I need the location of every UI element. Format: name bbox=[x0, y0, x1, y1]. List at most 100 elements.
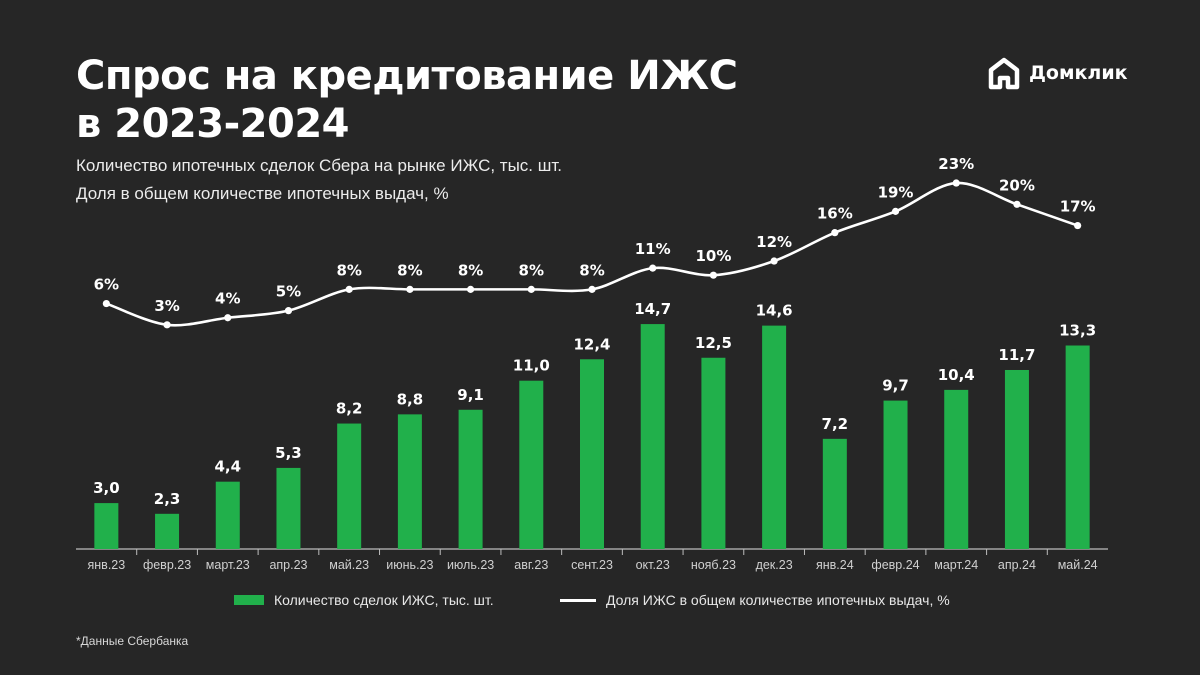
domclick-logo: Домклик bbox=[987, 56, 1128, 90]
chart-title-line1: Спрос на кредитование ИЖС bbox=[76, 53, 738, 99]
x-tick-label: авг.23 bbox=[514, 558, 548, 572]
line-point bbox=[588, 285, 596, 293]
line-value-label: 17% bbox=[1060, 198, 1096, 216]
line-point bbox=[224, 314, 232, 322]
bar-value-label: 8,8 bbox=[397, 390, 424, 408]
x-tick-label: февр.23 bbox=[143, 558, 191, 572]
line-value-label: 8% bbox=[458, 261, 483, 279]
x-tick-label: июнь.23 bbox=[386, 558, 433, 572]
x-tick-label: апр.23 bbox=[269, 558, 307, 572]
x-tick-label: янв.23 bbox=[88, 558, 126, 572]
bar-value-label: 11,0 bbox=[513, 357, 550, 375]
x-tick-label: янв.24 bbox=[816, 558, 854, 572]
bar-value-label: 5,3 bbox=[275, 444, 302, 462]
legend-line-swatch bbox=[560, 598, 596, 602]
chart-subtitle: Количество ипотечных сделок Сбера на рын… bbox=[76, 152, 562, 208]
bar bbox=[1004, 369, 1029, 549]
line-point bbox=[527, 285, 535, 293]
line-value-label: 20% bbox=[999, 176, 1035, 194]
bar-value-label: 9,7 bbox=[882, 377, 909, 395]
line-value-label: 8% bbox=[397, 261, 422, 279]
subtitle-line: Доля в общем количестве ипотечных выдач,… bbox=[76, 184, 449, 203]
bar bbox=[1065, 345, 1090, 549]
line-value-label: 23% bbox=[938, 155, 974, 173]
bar bbox=[762, 325, 787, 549]
x-tick-label: апр.24 bbox=[998, 558, 1036, 572]
bar-value-label: 2,3 bbox=[154, 490, 181, 508]
line-point bbox=[649, 264, 657, 272]
line-value-label: 8% bbox=[579, 261, 604, 279]
bar bbox=[276, 467, 301, 549]
legend-item-bars: Количество сделок ИЖС, тыс. шт. bbox=[234, 592, 494, 608]
bar bbox=[155, 513, 180, 549]
bar-value-label: 9,1 bbox=[457, 386, 484, 404]
data-labels: 3,0 2,3 4,4 5,3 8,2 8,8 9,1 11,0 12,4 14,7 12,5 14,… bbox=[93, 155, 1096, 508]
bar-value-label: 13,3 bbox=[1059, 322, 1096, 340]
bar-value-label: 14,6 bbox=[756, 302, 793, 320]
x-tick-label: окт.23 bbox=[636, 558, 670, 572]
line-value-label: 16% bbox=[817, 205, 853, 223]
x-tick-label: июль.23 bbox=[447, 558, 494, 572]
x-tick-label: май.24 bbox=[1058, 558, 1098, 572]
bar-value-label: 11,7 bbox=[998, 346, 1035, 364]
house-logo-icon bbox=[988, 57, 1020, 90]
bar bbox=[883, 400, 908, 549]
line-value-label: 8% bbox=[519, 261, 544, 279]
legend-item-line: Доля ИЖС в общем количестве ипотечных вы… bbox=[560, 592, 950, 608]
line-point bbox=[831, 229, 839, 237]
footnote: *Данные Сбербанка bbox=[76, 634, 189, 648]
x-tick-label: май.23 bbox=[329, 558, 369, 572]
bar bbox=[822, 438, 847, 549]
bar-series bbox=[94, 324, 1090, 549]
line-point bbox=[1013, 200, 1021, 208]
line-point bbox=[102, 299, 110, 308]
line-series bbox=[102, 179, 1082, 329]
bar-value-label: 8,2 bbox=[336, 400, 363, 418]
line-point bbox=[163, 321, 171, 329]
bar bbox=[519, 380, 544, 549]
chart-title-line2: в 2023-2024 bbox=[76, 101, 350, 147]
line-value-label: 11% bbox=[635, 240, 671, 258]
line-value-label: 6% bbox=[94, 276, 119, 294]
line-value-label: 4% bbox=[215, 290, 240, 308]
line-point bbox=[952, 179, 960, 187]
line-point bbox=[406, 285, 414, 293]
bar-value-label: 7,2 bbox=[822, 415, 849, 433]
share-line bbox=[105, 181, 1079, 327]
chart-title: Спрос на кредитование ИЖС в 2023-2024 bbox=[76, 52, 796, 148]
line-value-label: 5% bbox=[276, 283, 301, 301]
line-value-label: 12% bbox=[756, 233, 792, 251]
legend-bar-label: Количество сделок ИЖС, тыс. шт. bbox=[274, 592, 494, 608]
bar bbox=[337, 423, 362, 549]
x-tick-label: сент.23 bbox=[571, 558, 613, 572]
bar bbox=[580, 359, 604, 549]
line-point bbox=[284, 307, 293, 315]
bar-value-label: 4,4 bbox=[214, 458, 241, 476]
bar bbox=[94, 503, 119, 549]
bar bbox=[640, 324, 665, 549]
x-tick-label: март.23 bbox=[206, 558, 250, 572]
subtitle-bars: Количество ипотечных сделок Сбера на рын… bbox=[76, 156, 563, 175]
line-point bbox=[770, 257, 778, 265]
line-point bbox=[1074, 221, 1082, 230]
x-tick-label: февр.24 bbox=[871, 558, 919, 572]
x-tick-label: март.24 bbox=[934, 558, 978, 572]
bar bbox=[458, 409, 483, 549]
legend: Количество сделок ИЖС, тыс. шт. Доля ИЖС… bbox=[0, 592, 1200, 616]
bar-value-label: 3,0 bbox=[93, 479, 120, 497]
bar bbox=[397, 414, 422, 549]
line-point bbox=[466, 285, 475, 293]
x-axis: янв.23 февр.23 март.23 апр.23 май.23 июнь.23 и… bbox=[76, 548, 1108, 572]
line-point bbox=[891, 207, 900, 215]
line-value-label: 3% bbox=[154, 297, 179, 315]
line-value-label: 10% bbox=[695, 247, 731, 265]
bar bbox=[944, 389, 969, 549]
bar-value-label: 14,7 bbox=[634, 300, 671, 318]
line-point bbox=[345, 285, 353, 293]
x-tick-label: дек.23 bbox=[756, 558, 793, 572]
bar-value-label: 12,5 bbox=[695, 334, 732, 352]
line-value-label: 19% bbox=[878, 183, 914, 201]
line-value-label: 8% bbox=[336, 261, 361, 279]
bar bbox=[701, 357, 726, 549]
